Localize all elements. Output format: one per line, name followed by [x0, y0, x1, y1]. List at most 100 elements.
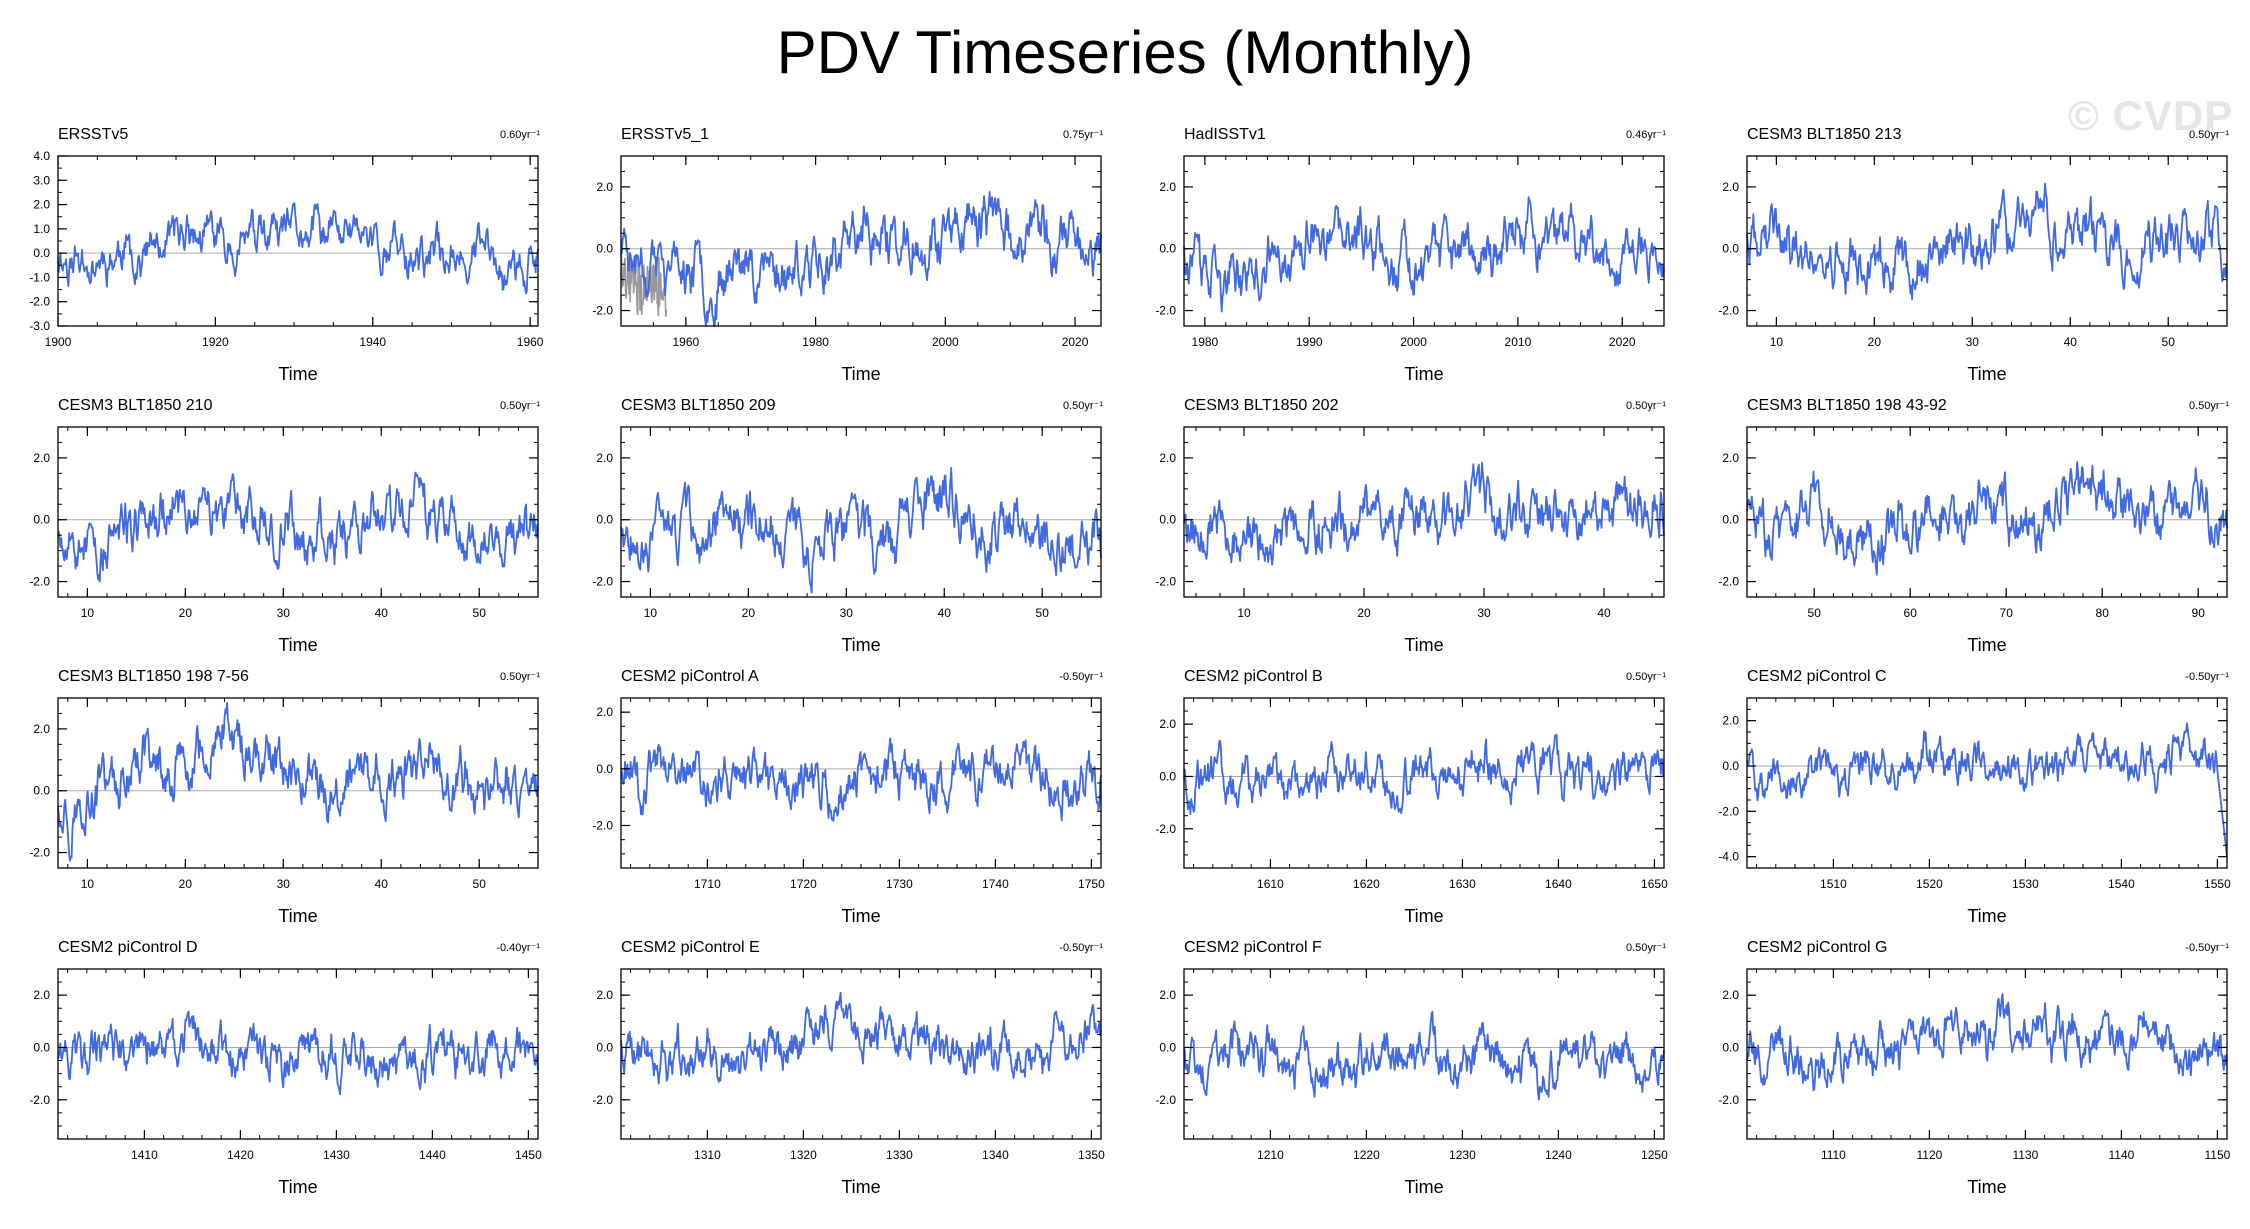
trend-label: 0.75yr⁻¹ — [1062, 129, 1103, 141]
x-tick-label: 40 — [1597, 606, 1611, 620]
chart-plot: 1960 1980 2000 2020 2.0 0.0 -2.0 — [592, 155, 1102, 349]
x-tick-label: 50 — [1808, 606, 1822, 620]
series-line — [1183, 733, 1665, 815]
y-tick-label: 2.0 — [596, 451, 613, 465]
x-tick-label: 20 — [1357, 606, 1371, 620]
y-tick-label: 2.0 — [1722, 451, 1739, 465]
x-axis-label: Time — [1404, 364, 1444, 384]
chart-title: HadISSTv1 — [1184, 126, 1266, 143]
x-tick-label: 2020 — [1062, 335, 1089, 349]
x-tick-label: 40 — [2064, 335, 2078, 349]
chart-title: CESM2 piControl B — [1184, 668, 1323, 685]
x-axis-label: Time — [278, 635, 318, 655]
y-tick-label: 0.0 — [596, 1040, 613, 1054]
chart-title: ERSSTv5_1 — [621, 126, 710, 143]
y-tick-label: -4.0 — [1718, 850, 1739, 864]
y-tick-label: 2.0 — [1722, 988, 1739, 1002]
x-tick-label: 1320 — [790, 1148, 817, 1162]
series-line — [1746, 460, 2228, 576]
x-tick-label: 1620 — [1353, 877, 1380, 891]
y-tick-label: -2.0 — [29, 575, 50, 589]
trend-label: 0.50yr⁻¹ — [1625, 942, 1666, 954]
series-line — [57, 1010, 539, 1096]
y-tick-label: -2.0 — [29, 295, 50, 309]
x-tick-label: 1640 — [1545, 877, 1572, 891]
chart-title: CESM3 BLT1850 213 — [1747, 126, 1902, 143]
y-tick-label: -2.0 — [1155, 1093, 1176, 1107]
chart-title: CESM3 BLT1850 202 — [1184, 397, 1339, 414]
series-line — [1183, 1010, 1665, 1101]
y-tick-label: 0.0 — [1159, 769, 1176, 783]
watermark: © CVDP — [2068, 92, 2234, 139]
y-tick-label: -2.0 — [1718, 804, 1739, 818]
chart-plot: 10 20 30 40 50 2.0 0.0 -2.0 — [29, 697, 539, 891]
y-tick-label: 0.0 — [596, 513, 613, 527]
x-tick-label: 40 — [938, 606, 952, 620]
y-tick-label: -2.0 — [1155, 575, 1176, 589]
chart-title: CESM3 BLT1850 198 7-56 — [58, 668, 249, 685]
y-tick-label: 2.0 — [596, 988, 613, 1002]
x-tick-label: 1720 — [790, 877, 817, 891]
x-axis-label: Time — [841, 635, 881, 655]
y-tick-label: -2.0 — [1155, 822, 1176, 836]
y-tick-label: 0.0 — [33, 784, 50, 798]
chart-panel: CESM3 BLT1850 213 0.50yr⁻¹ Time 10 20 30 40 50 2… — [1689, 126, 2249, 396]
y-tick-label: 2.0 — [1722, 180, 1739, 194]
x-tick-label: 1430 — [323, 1148, 350, 1162]
x-axis-label: Time — [1967, 1177, 2007, 1197]
chart-panel: ERSSTv5 0.60yr⁻¹ Time 1900 1920 1940 1960 4.0 3.… — [0, 126, 560, 396]
x-tick-label: 50 — [1036, 606, 1050, 620]
y-tick-label: 2.0 — [596, 705, 613, 719]
chart-panel: CESM2 piControl B 0.50yr⁻¹ Time 1610 1620 163… — [1126, 668, 1686, 938]
chart-plot: 1710 1720 1730 1740 1750 2.0 0.0 -2.0 — [592, 697, 1105, 891]
series-line — [1746, 993, 2228, 1092]
chart-panel: CESM3 BLT1850 202 0.50yr⁻¹ Time 10 20 30 40 2.0… — [1126, 397, 1686, 667]
y-tick-label: 0.0 — [596, 762, 613, 776]
y-tick-label: -2.0 — [29, 1093, 50, 1107]
x-tick-label: 10 — [644, 606, 658, 620]
y-tick-label: -2.0 — [1718, 304, 1739, 318]
x-tick-label: 30 — [840, 606, 854, 620]
plot-frame — [57, 697, 539, 869]
series-line — [620, 191, 1102, 327]
chart-title: CESM2 piControl F — [1184, 939, 1322, 956]
x-axis-label: Time — [841, 1177, 881, 1197]
y-tick-label: -1.0 — [29, 270, 50, 284]
x-tick-label: 1960 — [517, 335, 544, 349]
x-tick-label: 1920 — [202, 335, 229, 349]
series-line — [620, 737, 1102, 822]
chart-panel: CESM2 piControl E -0.50yr⁻¹ Time 1310 1320 13… — [563, 939, 1123, 1209]
y-tick-label: 3.0 — [33, 173, 50, 187]
y-tick-label: 0.0 — [1159, 242, 1176, 256]
x-tick-label: 1130 — [2012, 1148, 2038, 1162]
series-line — [620, 991, 1102, 1085]
chart-plot: 1310 1320 1330 1340 1350 2.0 0.0 -2.0 — [592, 968, 1105, 1162]
x-tick-label: 1610 — [1257, 877, 1284, 891]
y-tick-label: 0.0 — [596, 242, 613, 256]
y-tick-label: -2.0 — [1718, 1093, 1739, 1107]
y-tick-label: 0.0 — [33, 513, 50, 527]
series-line — [1183, 461, 1665, 566]
plot-frame — [1183, 968, 1665, 1140]
y-tick-label: 0.0 — [1159, 1040, 1176, 1054]
trend-label: 0.50yr⁻¹ — [499, 400, 540, 412]
plot-frame — [620, 155, 1102, 327]
y-tick-label: 2.0 — [33, 198, 50, 212]
x-tick-label: 1120 — [1916, 1148, 1942, 1162]
x-tick-label: 10 — [81, 606, 95, 620]
trend-label: -0.50yr⁻¹ — [1059, 942, 1103, 954]
x-tick-label: 50 — [473, 606, 487, 620]
x-tick-label: 1940 — [359, 335, 386, 349]
x-tick-label: 1310 — [694, 1148, 721, 1162]
y-tick-label: 2.0 — [1159, 180, 1176, 194]
x-tick-label: 1980 — [1192, 335, 1219, 349]
chart-panel: CESM3 BLT1850 198 7-56 0.50yr⁻¹ Time 10 20 30… — [0, 668, 560, 938]
x-tick-label: 1150 — [2204, 1148, 2230, 1162]
trend-label: 0.50yr⁻¹ — [2188, 129, 2229, 141]
y-tick-label: -2.0 — [592, 819, 613, 833]
x-tick-label: 1980 — [802, 335, 829, 349]
chart-title: CESM3 BLT1850 198 43-92 — [1747, 397, 1947, 414]
x-tick-label: 1140 — [2108, 1148, 2134, 1162]
series-line — [57, 471, 539, 583]
